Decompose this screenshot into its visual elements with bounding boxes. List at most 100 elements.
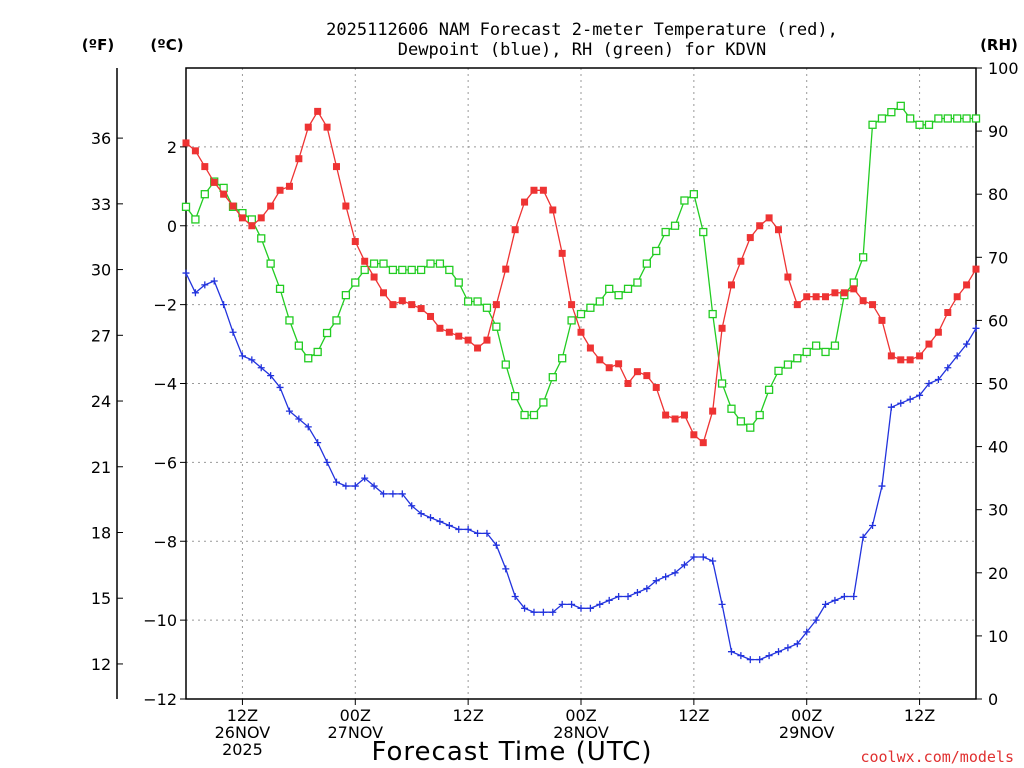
- temperature-point: [502, 265, 510, 273]
- dewpoint-point: [492, 541, 500, 549]
- rh-tick-label: 10: [988, 627, 1008, 646]
- dewpoint-point: [530, 608, 538, 616]
- rh-point: [614, 291, 623, 300]
- temperature-point: [295, 155, 303, 163]
- celsius-tick-label: −2: [153, 296, 177, 315]
- rh-point: [567, 316, 576, 325]
- rh-tick-label: 90: [988, 122, 1008, 141]
- temperature-point: [775, 226, 782, 234]
- rh-point: [708, 309, 717, 319]
- rh-point: [539, 398, 548, 407]
- dewpoint-point: [887, 403, 895, 411]
- rh-point: [181, 202, 191, 211]
- x-tick-label: 26NOV: [215, 723, 271, 742]
- temperature-point: [474, 344, 482, 352]
- temperature-point: [784, 273, 792, 281]
- rh-point: [764, 385, 774, 394]
- rh-point: [351, 278, 360, 287]
- dewpoint-point: [765, 652, 773, 660]
- dewpoint-point: [558, 600, 566, 608]
- dewpoint-point: [323, 458, 331, 466]
- dewpoint-point: [822, 600, 830, 608]
- dewpoint-point: [276, 383, 284, 391]
- rh-point: [200, 190, 209, 199]
- temperature-point: [652, 383, 660, 391]
- dewpoint-point: [455, 525, 463, 533]
- dewpoint-point: [304, 423, 312, 431]
- rh-point: [369, 259, 379, 268]
- dewpoint-point: [680, 561, 688, 569]
- dewpoint-point: [756, 656, 764, 664]
- rh-point: [727, 404, 736, 413]
- fahrenheit-unit-label: (ºF): [82, 36, 114, 54]
- temperature-point: [238, 214, 246, 222]
- temperature-point: [906, 356, 914, 364]
- rh-point: [285, 316, 294, 325]
- rh-point: [322, 328, 332, 338]
- temperature-point: [408, 301, 416, 309]
- rh-point: [858, 253, 868, 262]
- rh-point: [398, 265, 407, 275]
- temperature-point: [869, 301, 877, 309]
- rh-series: [181, 101, 981, 432]
- dewpoint-point: [389, 490, 397, 498]
- rh-point: [887, 108, 896, 117]
- temperature-point: [398, 297, 406, 305]
- temperature-point: [549, 206, 557, 214]
- rh-point: [811, 341, 821, 350]
- dewpoint-point: [775, 648, 782, 656]
- dewpoint-point: [699, 553, 707, 561]
- dewpoint-point: [474, 529, 482, 537]
- rh-point: [830, 341, 840, 350]
- dewpoint-point: [539, 608, 547, 616]
- temperature-point: [314, 107, 322, 115]
- dewpoint-point: [850, 592, 858, 600]
- rh-point: [332, 316, 341, 325]
- dewpoint-point: [521, 604, 529, 612]
- temperature-point: [944, 309, 952, 317]
- fahrenheit-tick-label: 33: [91, 195, 111, 214]
- temperature-point: [727, 281, 735, 289]
- temperature-point: [370, 273, 378, 281]
- dewpoint-point: [370, 482, 378, 490]
- x-tick-label: 27NOV: [327, 723, 383, 742]
- x-tick-label: 12Z: [904, 706, 935, 725]
- rh-point: [924, 120, 934, 129]
- temperature-point: [624, 380, 632, 387]
- temperature-point: [925, 340, 933, 348]
- rh-point: [426, 259, 435, 268]
- temperature-point: [963, 281, 971, 289]
- rh-point: [407, 265, 416, 275]
- dewpoint-point: [709, 557, 717, 565]
- temperature-point: [304, 123, 312, 131]
- rh-point: [680, 196, 689, 205]
- temperature-point: [182, 139, 190, 147]
- rh-point: [605, 284, 614, 294]
- rh-point: [906, 114, 915, 123]
- dewpoint-point: [878, 482, 886, 490]
- temperature-point: [417, 305, 425, 313]
- rh-point: [689, 190, 699, 199]
- celsius-tick-label: −8: [153, 532, 177, 551]
- dewpoint-point: [897, 399, 905, 407]
- temperature-point: [380, 289, 387, 297]
- temperature-point: [793, 301, 801, 309]
- dewpoint-point: [615, 592, 623, 600]
- temperature-point: [662, 411, 670, 419]
- rh-point: [341, 291, 351, 300]
- rh-point: [623, 284, 633, 294]
- rh-point: [548, 373, 557, 382]
- temperature-point: [220, 190, 228, 198]
- dewpoint-point: [332, 478, 340, 486]
- temperature-point: [822, 293, 830, 301]
- temperature-point: [972, 265, 980, 273]
- fahrenheit-tick-label: 30: [91, 261, 111, 280]
- rh-tick-label: 100: [988, 59, 1019, 78]
- rh-point: [294, 341, 304, 350]
- temperature-point: [765, 214, 773, 222]
- rh-point: [962, 114, 971, 123]
- temperature-point: [464, 336, 472, 344]
- temperature-point: [690, 431, 698, 439]
- x-tick-label: 12Z: [227, 706, 258, 725]
